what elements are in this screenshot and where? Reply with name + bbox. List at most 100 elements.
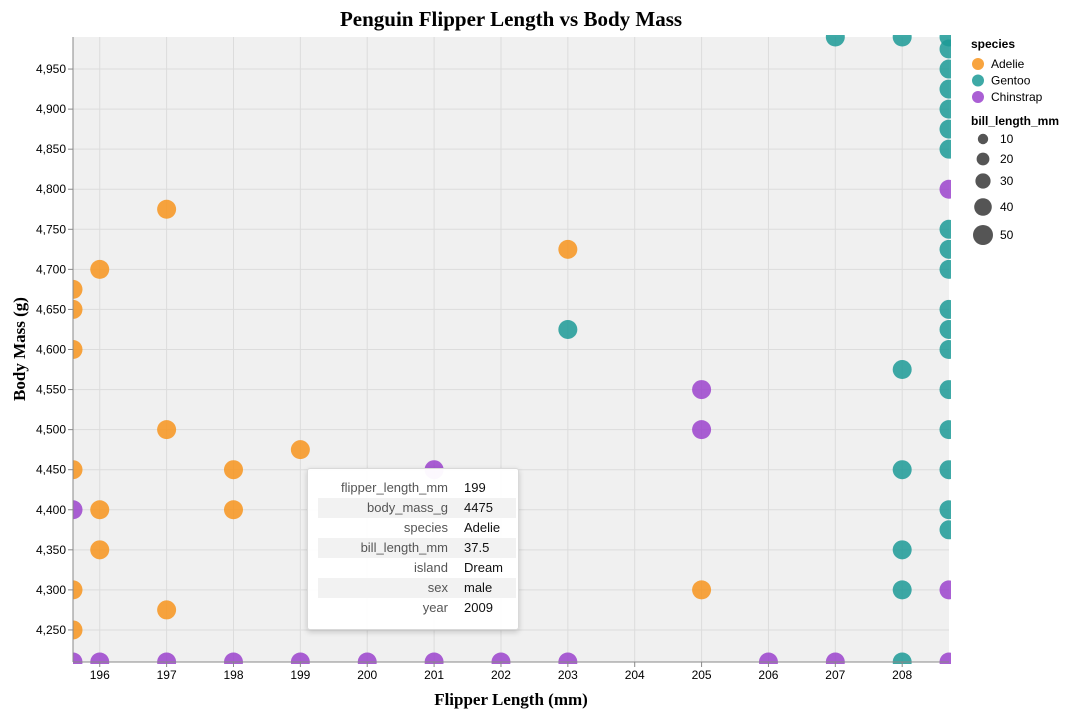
data-point-gentoo[interactable] — [939, 420, 959, 440]
data-point-adelie[interactable] — [223, 460, 243, 480]
tooltip-key: bill_length_mm — [318, 538, 456, 558]
data-point-adelie[interactable] — [64, 620, 83, 640]
y-tick-label: 4,400 — [36, 503, 66, 517]
x-tick-label: 199 — [290, 668, 310, 682]
data-point-gentoo[interactable] — [939, 99, 959, 119]
y-tick-label: 4,650 — [36, 302, 66, 316]
data-point-adelie[interactable] — [692, 580, 712, 600]
data-point-adelie[interactable] — [90, 500, 110, 520]
data-point-adelie[interactable] — [64, 460, 83, 480]
data-point-gentoo[interactable] — [939, 380, 959, 400]
data-point-adelie[interactable] — [157, 600, 177, 620]
data-point-gentoo[interactable] — [892, 652, 912, 672]
x-tick-label: 208 — [892, 668, 912, 682]
data-point-adelie[interactable] — [290, 440, 310, 460]
tooltip-key: year — [422, 600, 448, 615]
data-point-chinstrap[interactable] — [825, 652, 845, 672]
y-axis-title: Body Mass (g) — [10, 297, 29, 401]
data-point-adelie[interactable] — [157, 199, 177, 219]
data-point-gentoo[interactable] — [939, 139, 959, 159]
data-point-chinstrap[interactable] — [692, 380, 712, 400]
y-tick-label: 4,750 — [36, 222, 66, 236]
data-point-gentoo[interactable] — [825, 28, 845, 47]
data-point-chinstrap[interactable] — [558, 652, 578, 672]
y-tick-label: 4,800 — [36, 182, 66, 196]
data-point-chinstrap[interactable] — [357, 652, 377, 672]
data-point-chinstrap[interactable] — [424, 652, 444, 672]
data-point-gentoo[interactable] — [939, 319, 959, 339]
y-tick-label: 4,900 — [36, 102, 66, 116]
data-point-gentoo[interactable] — [892, 580, 912, 600]
tooltip-value: male — [456, 578, 516, 598]
data-point-gentoo[interactable] — [939, 520, 959, 540]
data-point-adelie[interactable] — [90, 540, 110, 560]
data-point-chinstrap[interactable] — [939, 179, 959, 199]
data-point-gentoo[interactable] — [939, 340, 959, 359]
data-point-chinstrap[interactable] — [223, 652, 243, 672]
y-tick-label: 4,500 — [36, 423, 66, 437]
data-point-chinstrap[interactable] — [939, 580, 959, 600]
legend-color-title: species — [971, 37, 1015, 51]
x-tick-label: 197 — [157, 668, 177, 682]
legend-swatch-chinstrap — [972, 91, 984, 103]
tooltip-key: flipper_length_mm — [341, 480, 448, 495]
data-point-chinstrap[interactable] — [64, 500, 83, 520]
data-point-gentoo[interactable] — [939, 59, 959, 79]
data-point-gentoo[interactable] — [892, 460, 912, 480]
legend-swatch-gentoo — [972, 74, 984, 87]
data-point-adelie[interactable] — [223, 500, 243, 520]
data-point-chinstrap[interactable] — [491, 652, 511, 672]
data-point-chinstrap[interactable] — [939, 652, 959, 672]
legend: species Adelie Gentoo Chinstrap bill_lengt… — [971, 37, 1059, 245]
data-point-gentoo[interactable] — [939, 119, 959, 139]
legend-size-label: 10 — [1000, 132, 1014, 146]
data-point-gentoo[interactable] — [939, 500, 959, 520]
x-axis-title: Flipper Length (mm) — [434, 690, 588, 709]
x-tick-label: 206 — [758, 668, 778, 682]
data-point-gentoo[interactable] — [892, 360, 912, 380]
x-tick-label: 207 — [825, 668, 845, 682]
data-point-adelie[interactable] — [64, 580, 83, 600]
data-point-gentoo[interactable] — [558, 319, 578, 339]
data-point-adelie[interactable] — [90, 259, 110, 279]
tooltip-key: body_mass_g — [318, 498, 456, 518]
data-points[interactable] — [64, 28, 959, 672]
data-point-gentoo[interactable] — [939, 460, 959, 480]
legend-size-label: 20 — [1000, 152, 1014, 166]
tooltip-key: sex — [318, 578, 456, 598]
data-point-adelie[interactable] — [558, 239, 578, 259]
data-point-chinstrap[interactable] — [692, 420, 712, 440]
data-point-chinstrap[interactable] — [290, 652, 310, 672]
data-point-chinstrap[interactable] — [90, 652, 110, 672]
data-point-gentoo[interactable] — [939, 299, 959, 319]
data-point-chinstrap[interactable] — [758, 652, 778, 672]
data-point-chinstrap[interactable] — [157, 652, 177, 672]
data-point-adelie[interactable] — [64, 299, 83, 319]
data-point-gentoo[interactable] — [939, 219, 959, 239]
y-tick-label: 4,250 — [36, 623, 66, 637]
data-point-gentoo[interactable] — [939, 259, 959, 279]
tooltip-value: Dream — [464, 560, 504, 575]
data-point-gentoo[interactable] — [939, 79, 959, 99]
data-point-gentoo[interactable] — [939, 39, 959, 59]
data-point-adelie[interactable] — [64, 279, 83, 299]
tooltip-value: 199 — [464, 480, 486, 495]
tooltip-key: island — [414, 560, 448, 575]
data-point-adelie[interactable] — [64, 340, 83, 359]
data-point-chinstrap[interactable] — [64, 652, 83, 672]
tooltip-row: bill_length_mm 37.5 — [318, 538, 516, 558]
data-point-gentoo[interactable] — [892, 28, 912, 47]
tooltip-value: 37.5 — [456, 538, 516, 558]
y-axis-ticks: 4,250 4,300 4,350 4,400 4,450 4,500 4,550 4,600… — [36, 62, 73, 637]
x-tick-label: 205 — [692, 668, 712, 682]
data-point-gentoo[interactable] — [892, 540, 912, 560]
data-point-adelie[interactable] — [157, 420, 177, 440]
legend-label-chinstrap: Chinstrap — [991, 90, 1043, 104]
legend-size-title: bill_length_mm — [971, 114, 1059, 128]
y-tick-label: 4,300 — [36, 583, 66, 597]
tooltip-row: year 2009 — [318, 598, 516, 618]
data-point-gentoo[interactable] — [939, 239, 959, 259]
legend-size-label: 50 — [1000, 228, 1014, 242]
tooltip-row: body_mass_g 4475 — [318, 498, 516, 518]
